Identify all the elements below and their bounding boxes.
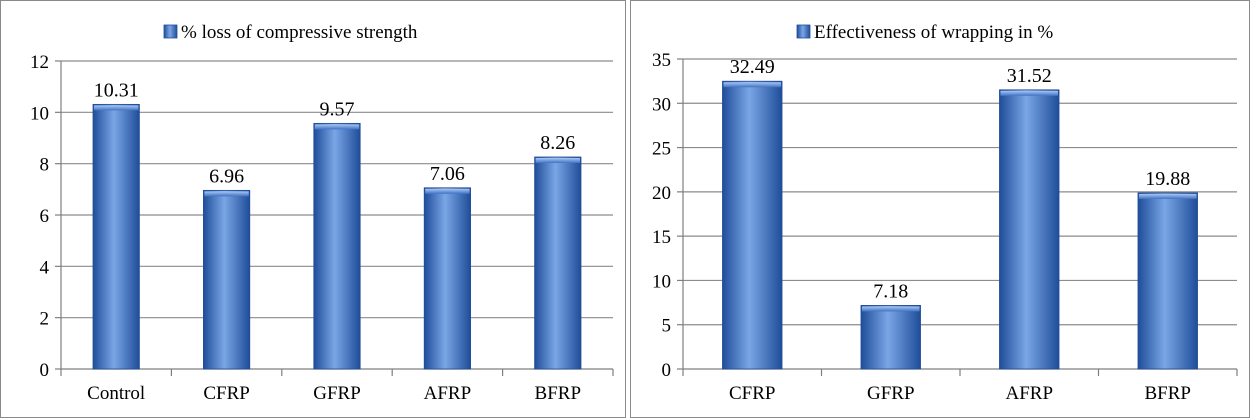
legend-swatch-icon <box>163 24 178 39</box>
bar-bevel <box>861 306 920 312</box>
chart-panel-effectiveness: 0 5 10 15 20 25 30 35 32.49 CFRP 7.18 GFRP 31.52 AFRP… <box>630 0 1250 418</box>
bar <box>92 103 140 370</box>
y-tick-label: 6 <box>40 206 50 227</box>
data-label: 31.52 <box>1007 65 1052 87</box>
legend-swatch-icon <box>796 24 811 39</box>
bar-bevel <box>314 124 360 130</box>
x-category-label: GFRP <box>867 383 915 404</box>
bar <box>999 89 1060 370</box>
y-tick-label: 2 <box>40 309 50 330</box>
data-label: 8.26 <box>540 132 575 154</box>
y-tick-label: 25 <box>652 139 671 160</box>
legend-label: Effectiveness of wrapping in % <box>814 22 1053 43</box>
x-category-label: BFRP <box>535 383 581 404</box>
data-label: 9.57 <box>320 98 355 120</box>
bar-bevel <box>1138 193 1197 199</box>
data-label: 19.88 <box>1145 168 1190 190</box>
bar-bevel <box>204 191 249 197</box>
y-tick-label: 0 <box>662 360 672 381</box>
x-category-label: AFRP <box>424 383 472 404</box>
bar-bevel <box>1000 90 1059 96</box>
y-tick-label: 15 <box>652 227 671 248</box>
x-category-label: BFRP <box>1145 383 1191 404</box>
bar <box>1137 192 1198 370</box>
chart-effectiveness-svg: 0 5 10 15 20 25 30 35 32.49 CFRP 7.18 GFRP 31.52 AFRP… <box>652 22 1238 404</box>
y-tick-label: 35 <box>652 50 671 71</box>
bar <box>722 80 783 370</box>
panel-divider <box>626 0 630 418</box>
bar-bevel <box>425 188 470 194</box>
chart-loss-svg: 0 2 4 6 8 10 12 10.31 Control 6.96 CFRP 9.57 GFRP 7.0… <box>30 22 614 404</box>
bar <box>203 189 251 370</box>
bar-bevel <box>723 82 782 88</box>
bar <box>313 122 361 370</box>
data-label: 7.18 <box>873 280 908 302</box>
y-tick-label: 10 <box>652 271 671 292</box>
x-category-label: GFRP <box>313 383 361 404</box>
data-label: 7.06 <box>430 163 465 185</box>
bar <box>423 187 471 370</box>
chart-panel-loss: 0 2 4 6 8 10 12 10.31 Control 6.96 CFRP 9.57 GFRP 7.0… <box>0 0 626 418</box>
y-tick-label: 12 <box>30 52 49 73</box>
y-tick-label: 8 <box>40 155 50 176</box>
x-category-label: Control <box>87 383 145 404</box>
bar-bevel <box>94 105 139 111</box>
y-tick-label: 10 <box>30 103 49 124</box>
y-tick-label: 5 <box>662 316 672 337</box>
y-tick-label: 0 <box>40 360 50 381</box>
data-label: 6.96 <box>209 165 244 187</box>
bar <box>534 156 582 370</box>
legend-label: % loss of compressive strength <box>181 22 418 43</box>
x-category-label: AFRP <box>1005 383 1053 404</box>
bar <box>860 305 921 370</box>
y-tick-label: 4 <box>40 257 50 278</box>
x-category-label: CFRP <box>729 383 775 404</box>
data-label: 10.31 <box>94 79 139 101</box>
bar-bevel <box>535 157 580 163</box>
x-category-label: CFRP <box>203 383 249 404</box>
y-tick-label: 20 <box>652 183 671 204</box>
data-label: 32.49 <box>730 56 775 78</box>
y-tick-label: 30 <box>652 94 671 115</box>
